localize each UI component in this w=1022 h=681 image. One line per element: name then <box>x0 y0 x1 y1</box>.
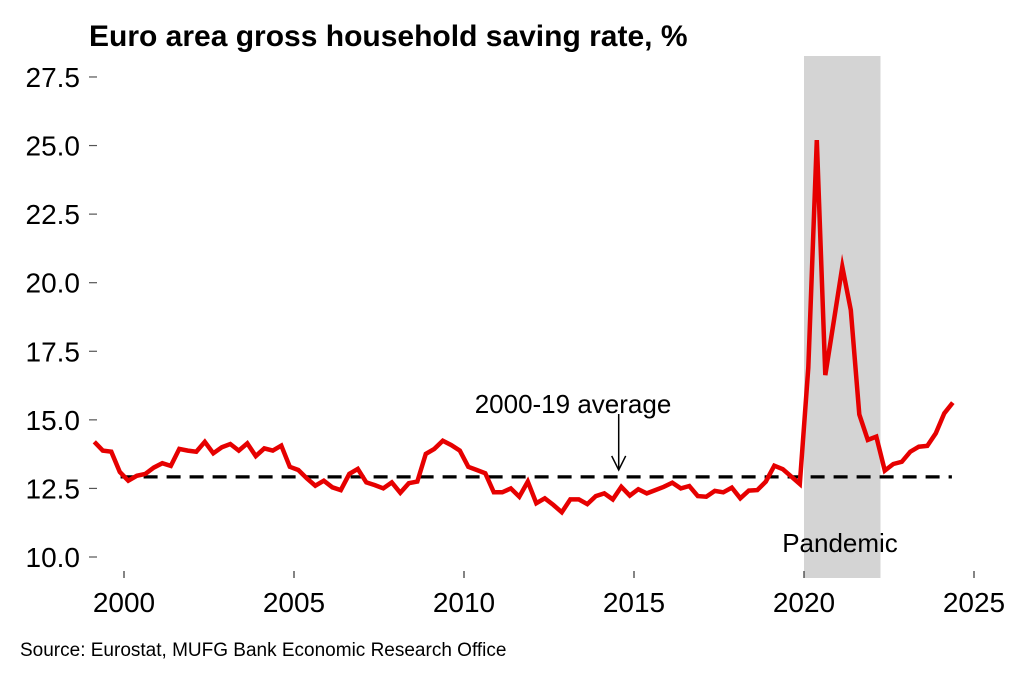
y-tick-label: 20.0 <box>26 268 81 299</box>
x-tick-label: 2000 <box>93 587 155 618</box>
average-annotation-label: 2000-19 average <box>475 389 672 419</box>
x-tick-label: 2010 <box>433 587 495 618</box>
series-line <box>92 140 955 516</box>
pandemic-shaded-region <box>804 56 881 578</box>
x-tick-label: 2015 <box>603 587 665 618</box>
chart-title: Euro area gross household saving rate, % <box>89 20 688 53</box>
source-note: Source: Eurostat, MUFG Bank Economic Res… <box>20 640 506 661</box>
y-tick-label: 12.5 <box>26 473 81 504</box>
y-axis: 10.0 12.5 15.0 17.5 20.0 22.5 25.0 27.5 <box>26 62 97 573</box>
y-tick-label: 22.5 <box>26 199 81 230</box>
x-axis: 2000 2005 2010 2015 2020 2025 <box>93 571 1005 618</box>
y-tick-label: 25.0 <box>26 131 81 162</box>
y-tick-label: 15.0 <box>26 405 81 436</box>
y-tick-label: 10.0 <box>26 542 81 573</box>
y-tick-label: 27.5 <box>26 62 81 93</box>
x-tick-label: 2025 <box>943 587 1005 618</box>
annotations: 2000-19 average Pandemic <box>475 389 898 558</box>
x-tick-label: 2005 <box>263 587 325 618</box>
pandemic-annotation-label: Pandemic <box>782 528 898 558</box>
y-tick-label: 17.5 <box>26 336 81 367</box>
annotation-arrow-head-icon <box>611 455 627 472</box>
shaded-regions <box>804 56 881 578</box>
series-layer <box>92 140 955 516</box>
x-tick-label: 2020 <box>773 587 835 618</box>
